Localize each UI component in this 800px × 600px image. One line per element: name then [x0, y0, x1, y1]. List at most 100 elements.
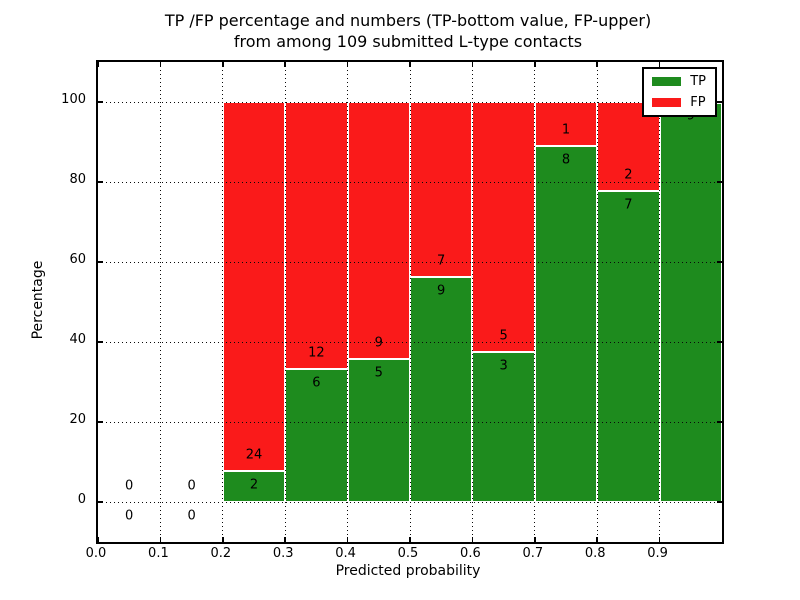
bar-tp-segment — [472, 352, 535, 502]
grid-line-vertical — [409, 62, 411, 542]
y-tick-mark-right — [717, 421, 722, 423]
bar-tp-segment — [347, 359, 410, 502]
y-tick-mark — [98, 341, 103, 343]
x-tick-mark — [284, 537, 286, 542]
grid-line-vertical — [159, 62, 161, 542]
x-tick-mark — [534, 537, 536, 542]
y-axis-label: Percentage — [30, 260, 46, 340]
grid-line-vertical — [596, 62, 598, 542]
x-tick-mark-top — [596, 62, 598, 67]
tp-count-label: 2 — [249, 477, 259, 493]
tp-count-label: 9 — [437, 283, 446, 299]
y-tick-mark-right — [717, 261, 722, 263]
x-tick-mark-top — [222, 62, 224, 67]
tp-color-swatch — [652, 77, 682, 86]
bar-tp-segment — [222, 471, 286, 502]
bar-tp-segment — [534, 146, 598, 502]
plot-area: 0000242126957953182709 TP FP — [96, 60, 724, 544]
bar-fp-segment — [347, 102, 410, 360]
y-tick-label: 60 — [69, 252, 86, 267]
bar-fp-segment — [534, 102, 598, 147]
tp-count-label: 8 — [561, 152, 571, 168]
bar-fp-segment — [410, 102, 473, 277]
x-tick-mark — [596, 537, 598, 542]
x-tick-mark — [346, 537, 349, 542]
x-tick-mark-top — [409, 62, 411, 67]
x-tick-mark-top — [534, 62, 536, 67]
chart-title: TP /FP percentage and numbers (TP-bottom… — [96, 10, 720, 52]
bar-tp-segment — [285, 368, 348, 502]
tp-count-label: 5 — [374, 365, 383, 381]
y-tick-label: 40 — [69, 332, 86, 347]
bar-fp-segment — [222, 102, 286, 472]
bar-fp-segment — [472, 102, 535, 352]
y-tick-mark — [98, 101, 103, 103]
x-tick-label: 0.1 — [148, 546, 169, 561]
y-tick-label: 20 — [69, 412, 86, 427]
legend-item-fp: FP — [652, 96, 706, 109]
grid-line-vertical — [347, 62, 349, 542]
grid-line-vertical — [222, 62, 224, 542]
x-tick-mark — [222, 537, 224, 542]
legend: TP FP — [642, 67, 717, 117]
grid-line-vertical — [534, 62, 536, 542]
y-tick-label: 80 — [69, 172, 86, 187]
grid-line-vertical — [659, 62, 661, 542]
fp-count-label: 24 — [245, 447, 263, 463]
title-line-2: from among 109 submitted L-type contacts — [233, 32, 583, 51]
grid-line-vertical — [284, 62, 286, 542]
legend-label-tp: TP — [690, 74, 706, 89]
fp-color-swatch — [652, 98, 682, 107]
bars-layer — [98, 62, 722, 542]
grid-line-vertical — [471, 62, 473, 542]
y-tick-label: 100 — [61, 92, 86, 107]
x-tick-label: 0.8 — [584, 546, 606, 561]
x-tick-mark-top — [658, 62, 661, 67]
tp-count-label: 3 — [499, 358, 508, 374]
x-tick-label: 0.7 — [522, 546, 544, 561]
gridlines-layer — [98, 62, 722, 542]
x-tick-label: 0.2 — [210, 546, 232, 561]
x-tick-label: 0.9 — [647, 546, 668, 561]
x-tick-mark — [658, 537, 661, 542]
fp-count-label: 5 — [499, 328, 508, 344]
y-tick-mark — [98, 421, 103, 423]
x-tick-mark — [409, 537, 411, 542]
x-tick-mark-top — [471, 62, 474, 67]
y-tick-mark — [98, 501, 103, 503]
y-tick-mark — [98, 181, 103, 183]
x-tick-label: 0.3 — [272, 546, 294, 561]
tp-count-label: 0 — [125, 508, 134, 524]
x-tick-mark-top — [97, 62, 99, 67]
x-tick-mark — [159, 537, 162, 542]
x-tick-mark-top — [159, 62, 162, 67]
ticks-layer — [97, 62, 722, 542]
fp-count-label: 1 — [561, 122, 571, 138]
tp-count-label: 6 — [312, 375, 321, 391]
tp-count-label: 7 — [624, 197, 633, 213]
x-tick-label: 0.4 — [335, 546, 356, 561]
legend-label-fp: FP — [690, 95, 706, 110]
y-tick-mark — [98, 261, 103, 263]
fp-count-label: 2 — [624, 167, 633, 183]
bar-tp-segment — [597, 190, 660, 502]
fp-count-label: 9 — [374, 335, 383, 351]
y-tick-mark-right — [717, 181, 722, 183]
x-tick-label: 0.5 — [397, 546, 419, 561]
y-tick-mark-right — [717, 501, 722, 503]
fp-count-label: 0 — [125, 478, 134, 494]
tp-count-label: 0 — [187, 508, 196, 524]
x-tick-mark — [97, 537, 99, 542]
x-tick-label: 0.6 — [460, 546, 481, 561]
bar-tp-segment — [659, 102, 722, 502]
x-axis-label: Predicted probability — [335, 563, 481, 579]
bar-fp-segment — [285, 102, 348, 369]
x-tick-mark-top — [284, 62, 286, 67]
title-line-1: TP /FP percentage and numbers (TP-bottom… — [164, 11, 652, 30]
x-tick-mark-top — [346, 62, 349, 67]
y-tick-mark-right — [717, 101, 722, 103]
y-tick-label: 0 — [77, 492, 86, 507]
y-tick-mark-right — [717, 341, 722, 343]
fp-count-label: 7 — [437, 253, 446, 269]
